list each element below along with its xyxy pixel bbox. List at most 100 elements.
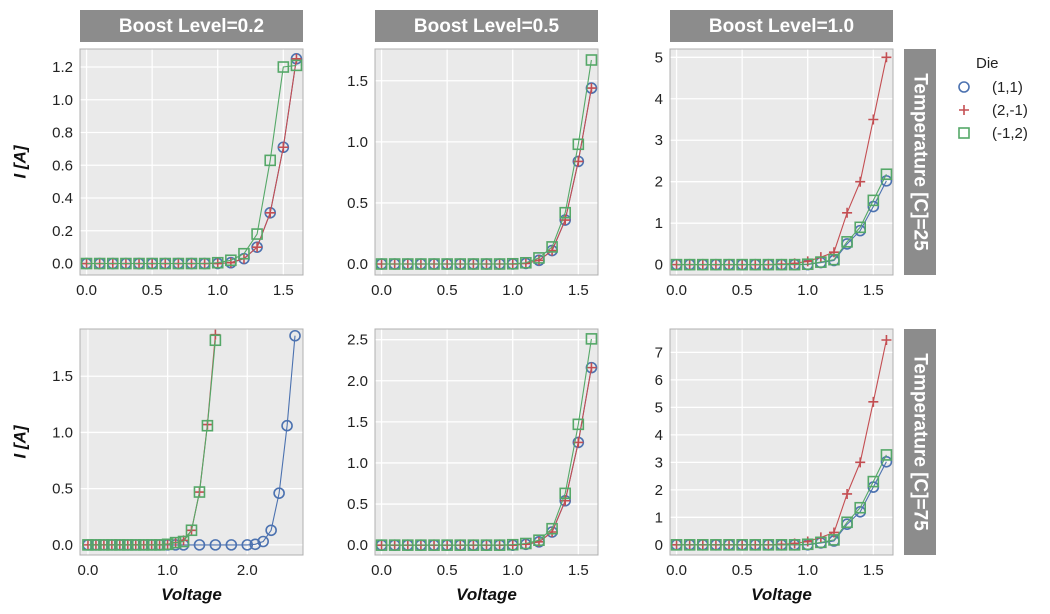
data-point [855,457,866,468]
data-point [855,176,866,187]
data-point [238,247,250,260]
data-point [177,535,190,548]
data-point [291,53,302,64]
data-point [480,539,493,551]
legend-entry: (-1,2) [958,125,1028,142]
legend-marker [958,127,970,139]
data-point [585,333,598,345]
data-point [209,539,222,551]
data-point [106,539,118,551]
data-point [129,539,142,551]
row-strip-bg [904,49,936,275]
data-point [670,539,683,551]
data-point [881,52,892,63]
x-tick-label: 0.5 [437,282,458,299]
data-point [868,114,879,125]
y-tick-label: 1.2 [52,59,73,76]
y-tick-label: 1.5 [347,414,368,431]
panel-frame [374,48,599,276]
legend-marker [958,81,970,93]
data-point [828,527,839,538]
y-tick-label: 1.0 [52,92,73,109]
data-point [249,538,262,551]
panel-frame [669,48,894,276]
panel-background [80,329,303,555]
data-point [842,207,853,218]
data-point [106,257,119,270]
data-point [211,256,224,269]
y-tick-label: 6 [655,372,663,389]
panel-r0-c1: 0.0 0.5 1.0 1.5 0.0 0.5 1.0 1.5 [347,48,599,299]
data-point [289,329,301,342]
data-point [520,256,532,269]
x-tick-label: 2.0 [237,562,258,579]
data-point [133,257,145,270]
col-strip-label: Boost Level=0.5 [414,16,560,37]
legend-entry: (2,-1) [959,102,1028,119]
data-point [90,539,102,551]
data-point [867,475,880,488]
y-tick-label: 0.5 [347,496,368,513]
y-tick-label: 0.0 [347,256,368,273]
data-point [241,539,254,551]
data-point [801,258,814,271]
x-tick-label: 1.0 [502,562,523,579]
data-point [880,455,893,468]
y-tick-label: 0 [655,537,663,554]
row-strip-1: Temperature [C]=75 [904,329,936,555]
x-tick-label: 1.0 [157,562,178,579]
col-strip-bg [375,10,598,42]
data-point [375,258,388,270]
data-point [120,257,132,270]
data-point [159,257,172,270]
data-point [749,258,762,271]
y-tick-label: 0.5 [52,481,73,498]
data-point [788,539,801,551]
data-point [683,258,696,271]
data-point [401,258,414,270]
data-point [586,362,597,373]
x-tick-label: 1.5 [568,282,589,299]
panel-frame [669,328,894,556]
col-strip-bg [80,10,303,42]
panel-background [670,49,893,275]
x-tick-label: 1.5 [863,562,884,579]
x-axis-title: Voltage [751,585,812,604]
row-strip-bg [904,329,936,555]
series-(-1,2) [80,59,303,270]
data-point [467,258,480,270]
x-axis-title: Voltage [161,585,222,604]
data-point [225,539,238,551]
data-point [277,61,290,73]
data-point [82,539,94,551]
y-tick-label: 0.0 [52,256,73,273]
data-point [401,539,414,551]
panel-frame [374,328,599,556]
x-tick-label: 0.0 [371,282,392,299]
data-point [251,228,263,240]
legend-marker [959,105,969,115]
data-point [185,524,198,537]
series-(-1,2) [375,333,598,551]
y-tick-label: 3 [655,454,663,471]
data-point [169,536,182,549]
y-tick-label: 4 [655,91,663,108]
data-point [114,539,126,551]
data-point [480,258,493,270]
data-point [880,175,893,187]
data-point [121,539,134,551]
data-point [273,487,285,499]
y-tick-label: 0.0 [52,537,73,554]
col-strip-0: Boost Level=0.2 [80,10,303,42]
panel-r1-c0: 0.0 1.0 2.0 0.0 0.5 1.0 1.5 [52,328,304,579]
data-point [146,257,158,270]
x-tick-label: 0.0 [666,282,687,299]
y-tick-label: 1.0 [347,134,368,151]
y-tick-label: 0.4 [52,190,73,207]
data-point [198,257,211,270]
data-point [710,539,722,551]
y-tick-label: 1.0 [347,455,368,472]
data-point [533,534,545,547]
y-tick-label: 1.0 [52,424,73,441]
